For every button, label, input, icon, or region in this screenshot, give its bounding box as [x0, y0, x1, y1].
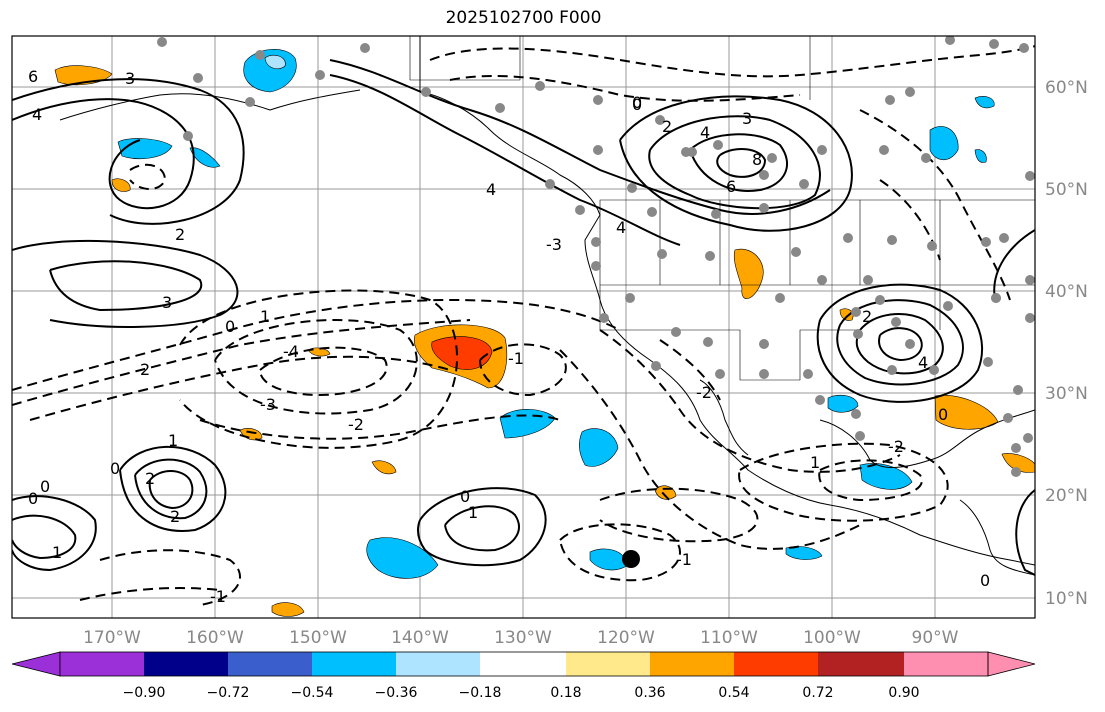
colorbar-segment: [228, 652, 312, 676]
svg-text:4: 4: [616, 218, 626, 237]
lon-label: 160°W: [186, 628, 244, 648]
colorbar-segment: [818, 652, 904, 676]
svg-text:4: 4: [32, 105, 42, 124]
svg-text:0: 0: [225, 317, 235, 336]
svg-text:-2: -2: [888, 437, 904, 456]
svg-text:2: 2: [175, 225, 185, 244]
lat-label: 40°N: [1045, 282, 1088, 302]
svg-text:4: 4: [700, 123, 710, 142]
lat-label: 30°N: [1045, 384, 1088, 404]
svg-text:0: 0: [110, 459, 120, 478]
svg-text:1: 1: [260, 307, 270, 326]
svg-text:0: 0: [632, 95, 642, 114]
colorbar-max-arrow: [987, 651, 1036, 677]
colorbar-tick: 0.72: [802, 685, 833, 701]
svg-text:2: 2: [170, 507, 180, 526]
svg-text:3: 3: [162, 293, 172, 312]
svg-text:0: 0: [980, 571, 990, 590]
shaded-regions: [54, 48, 1035, 617]
svg-text:2: 2: [862, 307, 872, 326]
colorbar-tick: 0.90: [888, 685, 919, 701]
svg-text:2: 2: [662, 117, 672, 136]
lon-label: 140°W: [391, 628, 449, 648]
svg-text:4: 4: [486, 180, 496, 199]
colorbar-segment: [144, 652, 228, 676]
colorbar-segment: [396, 652, 480, 676]
svg-text:1: 1: [468, 503, 478, 522]
colorbar-tick: −0.72: [207, 685, 250, 701]
svg-text:3: 3: [742, 109, 752, 128]
svg-text:1: 1: [168, 431, 178, 450]
svg-text:1: 1: [52, 543, 62, 562]
colorbar-segment: [650, 652, 734, 676]
map-title: 2025102700 F000: [445, 8, 602, 28]
svg-text:-2: -2: [696, 383, 712, 402]
svg-text:8: 8: [752, 150, 762, 169]
latitude-labels: 60°N 50°N 40°N 30°N 20°N 10°N: [1045, 78, 1088, 609]
svg-text:4: 4: [918, 353, 928, 372]
lat-label: 60°N: [1045, 78, 1088, 98]
svg-text:0: 0: [938, 405, 948, 424]
svg-text:-1: -1: [210, 587, 226, 606]
lat-label: 50°N: [1045, 180, 1088, 200]
lat-label: 20°N: [1045, 486, 1088, 506]
svg-text:6: 6: [726, 177, 736, 196]
svg-text:0: 0: [40, 477, 50, 496]
svg-text:2: 2: [140, 360, 150, 379]
colorbar-segment: [60, 652, 144, 676]
lon-label: 100°W: [803, 628, 861, 648]
colorbar-ticks: −0.90 −0.72 −0.54 −0.36 −0.18 0.18 0.36 …: [123, 685, 920, 701]
svg-text:3: 3: [125, 69, 135, 88]
lon-label: 170°W: [83, 628, 141, 648]
svg-text:-4: -4: [283, 342, 299, 361]
colorbar-segment: [904, 652, 988, 676]
colorbar-segment: [480, 652, 566, 676]
colorbar-tick: −0.36: [375, 685, 418, 701]
solid-contours: [12, 59, 1035, 576]
svg-text:-1: -1: [508, 349, 524, 368]
colorbar-min-arrow: [11, 651, 61, 677]
longitude-labels: 170°W 160°W 150°W 140°W 130°W 120°W 110°…: [83, 628, 959, 648]
colorbar: [11, 651, 1036, 677]
svg-text:6: 6: [28, 67, 38, 86]
svg-text:-3: -3: [546, 235, 562, 254]
colorbar-segment: [566, 652, 650, 676]
station-dots: [157, 36, 1035, 477]
contour-labels: 6 4 3 2 3 0 1 2 -4 -3 -2 4 -3 4 0 2 4 3 …: [28, 67, 990, 606]
svg-text:-3: -3: [260, 395, 276, 414]
colorbar-tick: 0.36: [634, 685, 665, 701]
colorbar-tick: −0.18: [459, 685, 502, 701]
map-frame: [11, 35, 1036, 619]
colorbar-tick: −0.90: [123, 685, 166, 701]
lon-label: 110°W: [700, 628, 758, 648]
colorbar-segment: [312, 652, 396, 676]
storm-marker: [622, 550, 640, 568]
lon-label: 120°W: [597, 628, 655, 648]
colorbar-tick: 0.18: [550, 685, 581, 701]
svg-text:-1: -1: [676, 550, 692, 569]
lat-label: 10°N: [1045, 589, 1088, 609]
colorbar-tick: 0.54: [718, 685, 749, 701]
svg-text:0: 0: [632, 93, 642, 112]
svg-text:1: 1: [810, 453, 820, 472]
lon-label: 90°W: [912, 628, 959, 648]
svg-text:-2: -2: [348, 415, 364, 434]
lon-label: 130°W: [494, 628, 552, 648]
svg-text:0: 0: [460, 487, 470, 506]
colorbar-tick: −0.54: [291, 685, 334, 701]
svg-text:2: 2: [145, 469, 155, 488]
svg-text:0: 0: [28, 489, 38, 508]
lon-label: 150°W: [289, 628, 347, 648]
dashed-contours: [12, 45, 1035, 606]
colorbar-segment: [734, 652, 818, 676]
